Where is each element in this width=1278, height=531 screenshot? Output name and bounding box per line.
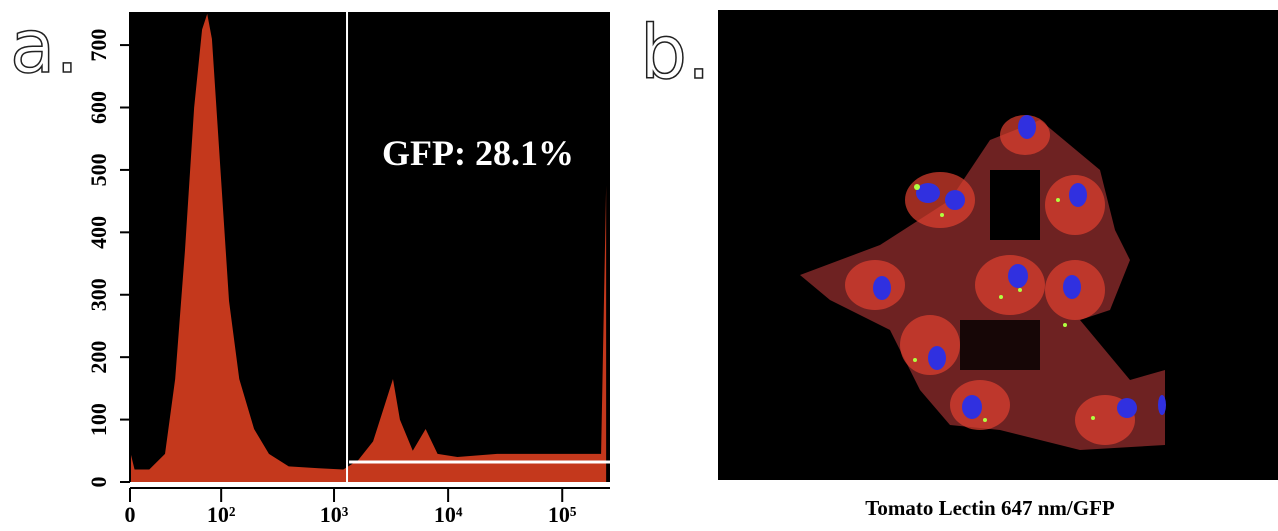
micrograph — [718, 10, 1278, 480]
y-tick-label: 300 — [86, 278, 111, 311]
histogram-area — [130, 13, 607, 483]
x-tick-label: 10³ — [320, 502, 349, 527]
annotation: GFP: 28.1% — [382, 133, 574, 173]
y-tick-label: 400 — [86, 216, 111, 249]
x-tick-label: 0 — [125, 502, 136, 527]
x-tick-label: 10² — [207, 502, 236, 527]
y-tick-label: 100 — [86, 403, 111, 436]
y-tick-label: 700 — [86, 29, 111, 62]
x-tick-label: 10⁴ — [434, 502, 463, 527]
y-tick-label: 600 — [86, 91, 111, 124]
panel-label: b. — [640, 10, 711, 96]
y-tick-label: 0 — [86, 477, 111, 488]
plot-layer — [130, 12, 610, 483]
caption: Tomato Lectin 647 nm/GFP — [865, 496, 1115, 520]
y-tick-label: 200 — [86, 341, 111, 374]
y-tick-label: 500 — [86, 153, 111, 186]
x-tick-label: 10⁵ — [548, 502, 577, 527]
panel-label: a. — [10, 4, 79, 90]
